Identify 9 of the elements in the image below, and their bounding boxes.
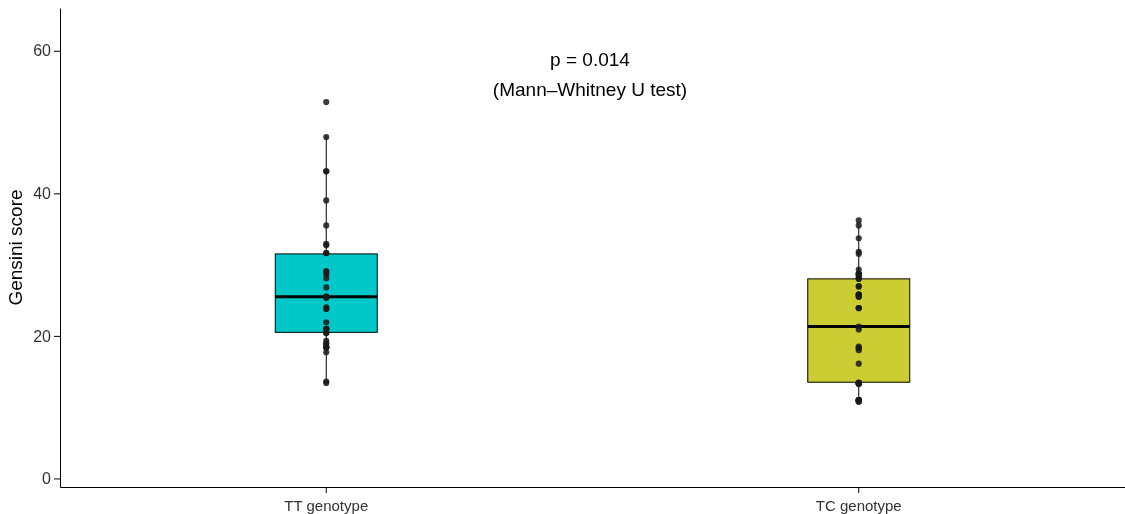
x-tick-label: TT genotype (284, 497, 369, 514)
annotation: p = 0.014 (550, 49, 631, 70)
y-tick-label: 60 (33, 42, 52, 60)
x-tick-label: TC genotype (815, 497, 902, 514)
y-axis-title: Gensini score (5, 189, 26, 306)
annotation: (Mann–Whitney U test) (492, 79, 688, 100)
y-tick-label: 0 (42, 470, 52, 488)
y-tick-label: 20 (33, 327, 52, 345)
y-tick-label: 40 (33, 184, 52, 202)
